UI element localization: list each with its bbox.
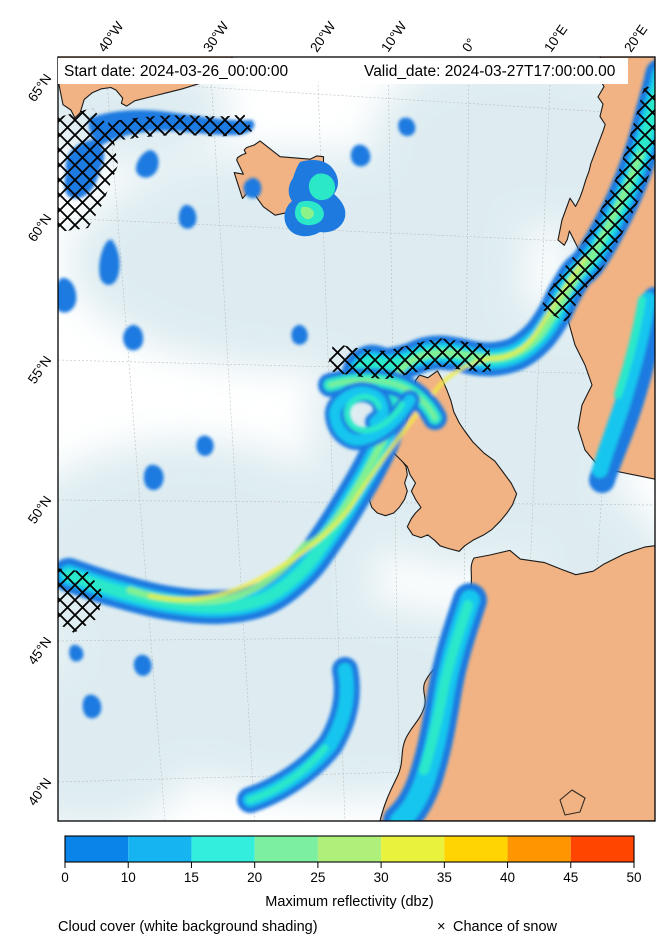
svg-text:×: ×: [437, 919, 445, 935]
svg-text:50: 50: [626, 870, 641, 885]
svg-text:15: 15: [184, 870, 199, 885]
svg-text:35: 35: [437, 870, 452, 885]
svg-text:25: 25: [310, 870, 325, 885]
svg-text:Cloud cover (white background: Cloud cover (white background shading): [58, 919, 318, 935]
svg-text:Start date: 2024-03-26_00:00:0: Start date: 2024-03-26_00:00:00: [64, 63, 288, 80]
svg-text:0: 0: [61, 870, 69, 885]
svg-text:40: 40: [500, 870, 515, 885]
svg-text:45: 45: [563, 870, 578, 885]
svg-text:Valid_date: 2024-03-27T17:00:0: Valid_date: 2024-03-27T17:00:00.00: [364, 63, 616, 80]
svg-text:Maximum reflectivity (dbz): Maximum reflectivity (dbz): [265, 894, 433, 910]
svg-text:10: 10: [121, 870, 136, 885]
svg-text:Chance of snow: Chance of snow: [453, 919, 558, 935]
svg-text:30: 30: [374, 870, 389, 885]
svg-text:20: 20: [247, 870, 262, 885]
